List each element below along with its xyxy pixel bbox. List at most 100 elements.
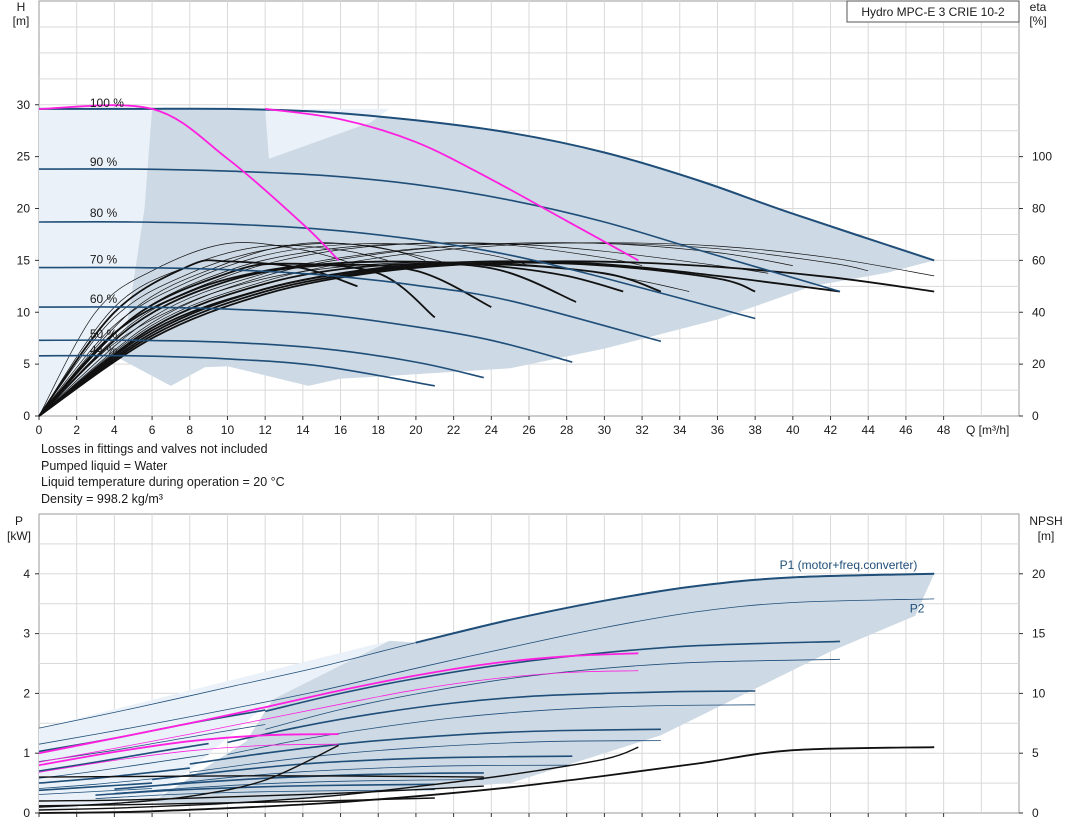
note-density: Density = 998.2 kg/m³ xyxy=(41,491,163,506)
y-tick-label-right: 100 xyxy=(1032,150,1052,164)
power-curve xyxy=(114,779,484,794)
x-tick-label: 32 xyxy=(635,423,649,437)
head-curve xyxy=(39,107,935,262)
power-curve xyxy=(38,742,209,772)
series-label: P2 xyxy=(910,602,925,616)
speed-label: 90 % xyxy=(90,155,118,169)
y-axis-label-h: H xyxy=(17,0,26,14)
p1-curve xyxy=(415,572,935,644)
head-curve xyxy=(38,221,756,320)
x-tick-label: 44 xyxy=(862,423,876,437)
system-power-curve xyxy=(38,670,639,763)
head-curve xyxy=(38,168,841,293)
bottom-axes: 0 1 2 3 4 0 5 10 15 20 xyxy=(23,567,1045,820)
npsh-tick-label: 0 xyxy=(1032,806,1039,820)
power-curve xyxy=(114,772,484,790)
efficiency-curve xyxy=(38,242,769,417)
system-power-curve xyxy=(38,743,339,773)
chart-title: Hydro MPC-E 3 CRIE 10-2 xyxy=(861,5,1005,19)
y-tick-label-left: 0 xyxy=(23,409,30,423)
y-tick-label-left: 20 xyxy=(17,202,31,216)
system-power-curve xyxy=(38,652,639,755)
y-axis-label-eta: eta xyxy=(1030,0,1047,14)
p-tick-label: 3 xyxy=(23,627,30,641)
x-tick-label: 34 xyxy=(673,423,687,437)
system-curve xyxy=(265,108,639,262)
y-tick-label-right: 80 xyxy=(1032,202,1046,216)
power-curve xyxy=(95,789,435,799)
npsh-curve xyxy=(38,746,935,814)
power-envelope xyxy=(39,573,935,811)
y-axis-unit-npsh: [m] xyxy=(1038,529,1055,543)
x-tick-label: 46 xyxy=(899,423,913,437)
series-label: P1 (motor+freq.converter) xyxy=(780,558,918,572)
speed-label: 44 % xyxy=(90,343,118,357)
y-tick-label-right: 0 xyxy=(1032,409,1039,423)
system-curve xyxy=(38,104,340,262)
p2-curve xyxy=(38,598,935,745)
x-tick-label: 10 xyxy=(221,423,235,437)
x-tick-label: 40 xyxy=(786,423,800,437)
x-tick-label: 4 xyxy=(111,423,118,437)
efficiency-curve xyxy=(38,242,360,417)
power-curves-group: P1 (motor+freq.converter) P2 xyxy=(38,558,935,814)
x-tick-label: 18 xyxy=(372,423,386,437)
power-curve xyxy=(152,764,573,787)
npsh-curve xyxy=(38,797,435,807)
power-curve xyxy=(38,782,153,792)
x-tick-label: 6 xyxy=(149,423,156,437)
p-tick-label: 1 xyxy=(23,746,30,760)
y-tick-label-right: 20 xyxy=(1032,357,1046,371)
power-npsh-plot: P1 (motor+freq.converter) P2 0 1 2 3 4 0 5 10 15 2… xyxy=(7,513,1063,820)
x-tick-label: 38 xyxy=(748,423,762,437)
system-power-curve xyxy=(38,733,339,767)
title-box-frame xyxy=(846,0,1020,23)
efficiency-curve xyxy=(38,242,935,417)
efficiency-curve xyxy=(38,261,756,417)
efficiency-curve xyxy=(38,242,643,417)
x-tick-label: 16 xyxy=(334,423,348,437)
power-envelope-fill xyxy=(152,573,935,806)
note-liquid: Pumped liquid = Water xyxy=(41,458,168,473)
p-tick-label: 4 xyxy=(23,567,30,581)
p-tick-label: 2 xyxy=(23,686,30,700)
efficiency-curve xyxy=(38,242,793,417)
x-tick-label: 2 xyxy=(73,423,80,437)
npsh-curve xyxy=(38,775,484,778)
y-tick-label-left: 25 xyxy=(17,150,31,164)
notes-block: Losses in fittings and valves not includ… xyxy=(41,441,285,507)
x-tick-label: 28 xyxy=(560,423,574,437)
title-box: Hydro MPC-E 3 CRIE 10-2 xyxy=(846,0,1020,23)
npsh-tick-label: 15 xyxy=(1032,627,1046,641)
efficiency-curve xyxy=(38,242,869,417)
x-tick-label: 14 xyxy=(296,423,310,437)
npsh-tick-label: 20 xyxy=(1032,567,1046,581)
power-curve xyxy=(189,740,661,773)
npsh-curve xyxy=(38,746,639,811)
power-curve xyxy=(38,767,190,784)
y-axis-unit-p: [kW] xyxy=(7,529,31,543)
y-tick-label-left: 30 xyxy=(17,98,31,112)
power-curve xyxy=(152,755,573,781)
x-tick-label: 0 xyxy=(36,423,43,437)
efficiency-curve xyxy=(38,263,662,417)
x-tick-label: 20 xyxy=(409,423,423,437)
speed-label: 80 % xyxy=(90,206,118,220)
power-low-flow-zone xyxy=(39,640,390,811)
power-curve xyxy=(38,754,209,779)
power-curve xyxy=(95,783,435,796)
efficiency-curve xyxy=(38,242,454,417)
speed-label: 100 % xyxy=(90,96,124,110)
npsh-curve xyxy=(38,785,484,802)
efficiency-curve xyxy=(38,242,426,417)
x-tick-label: 22 xyxy=(447,423,461,437)
efficiency-curve xyxy=(38,244,388,417)
x-axis-label-q: Q [m³/h] xyxy=(966,423,1009,437)
x-tick-label: 12 xyxy=(258,423,272,437)
head-curve xyxy=(38,354,435,387)
efficiency-curve xyxy=(38,243,530,417)
x-tick-label: 48 xyxy=(937,423,951,437)
y-tick-label-left: 15 xyxy=(17,253,31,267)
head-curve xyxy=(38,339,484,379)
